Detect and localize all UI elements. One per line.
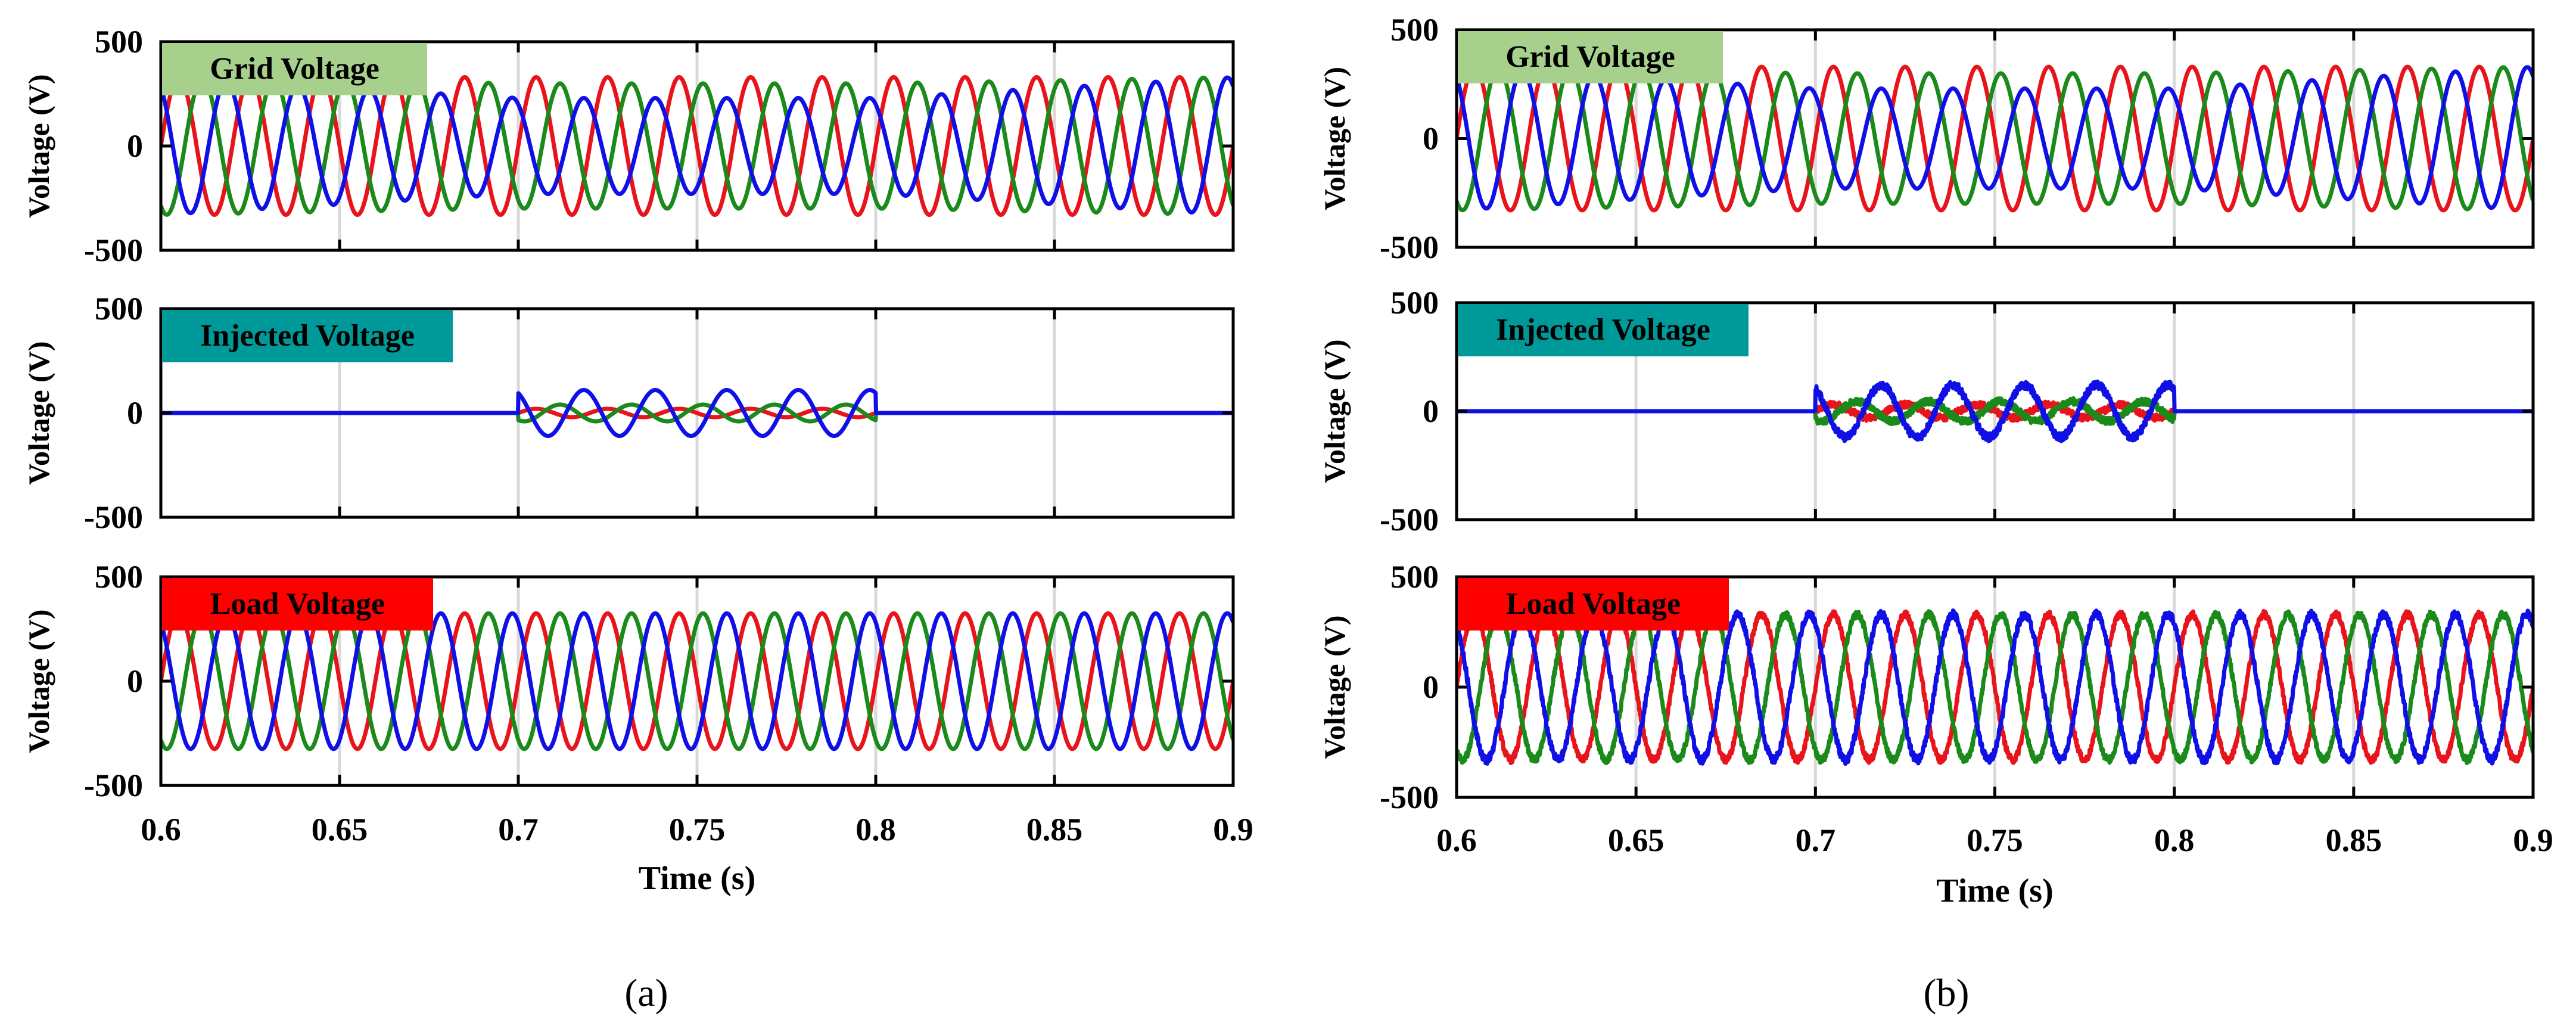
x-tick-label: 0.7 <box>498 812 539 847</box>
subfigure-caption: (a) <box>624 971 668 1015</box>
y-tick-label: -500 <box>84 232 143 268</box>
y-axis-label: Voltage (V) <box>22 341 55 484</box>
panel-injected-voltage: 500 0 -500 Voltage (V) Injected Voltage <box>1318 285 2535 538</box>
panel-badge <box>1458 31 1723 83</box>
y-tick-label: 0 <box>1423 121 1439 157</box>
panel-badge-label: Load Voltage <box>1506 587 1681 621</box>
y-tick-label: -500 <box>1380 779 1439 815</box>
panel-injected-voltage: 500 0 -500 Voltage (V) Injected Voltage <box>22 291 1235 535</box>
x-axis-label: Time (s) <box>639 860 756 897</box>
x-tick-label: 0.85 <box>2326 822 2382 858</box>
y-tick-label: 500 <box>1390 285 1439 321</box>
x-tick-label: 0.6 <box>1436 822 1477 858</box>
y-tick-label: 500 <box>1390 559 1439 595</box>
panel-badge-label: Grid Voltage <box>210 52 379 86</box>
series-line-phase-a <box>1457 64 2533 213</box>
series-line-phase-c <box>161 611 1233 751</box>
y-axis-label: Voltage (V) <box>1318 615 1351 759</box>
x-tick-label: 0.85 <box>1026 812 1083 847</box>
panel-badge <box>162 43 427 95</box>
series-line-phase-c <box>1457 379 2533 443</box>
series-line-phase-a <box>1457 609 2533 765</box>
panel-grid-voltage: 500 0 -500 Voltage (V) Grid Voltage <box>1318 12 2535 265</box>
y-tick-label: 0 <box>127 663 143 699</box>
series-line-phase-c <box>161 75 1233 216</box>
y-tick-label: 500 <box>95 291 143 327</box>
series-line-phase-a <box>161 75 1233 217</box>
panel-grid-voltage: 500 0 -500 Voltage (V) Grid Voltage <box>22 24 1235 268</box>
panel-load-voltage: 500 0 -500 Voltage (V) Load Voltage <box>1318 559 2535 815</box>
x-tick-label: 0.9 <box>1213 812 1253 847</box>
y-axis-label: Voltage (V) <box>22 609 55 753</box>
panel-badge-label: Grid Voltage <box>1505 40 1675 74</box>
x-tick-label: 0.8 <box>855 812 896 847</box>
y-tick-label: -500 <box>84 499 143 535</box>
x-tick-label: 0.9 <box>2513 822 2553 858</box>
y-tick-label: 500 <box>1390 12 1439 48</box>
y-tick-label: -500 <box>1380 502 1439 538</box>
y-axis-label: Voltage (V) <box>1318 67 1351 210</box>
x-tick-label: 0.65 <box>312 812 368 847</box>
x-tick-label: 0.65 <box>1608 822 1665 858</box>
panel-badge <box>162 578 433 630</box>
y-tick-label: 0 <box>127 128 143 164</box>
x-axis-label: Time (s) <box>1936 872 2054 909</box>
x-tick-label: 0.75 <box>669 812 726 847</box>
panel-badge-label: Injected Voltage <box>1496 313 1710 347</box>
panel-badge-label: Load Voltage <box>210 587 385 621</box>
series-line-phase-c <box>1457 65 2533 211</box>
y-tick-label: 0 <box>1423 669 1439 705</box>
y-tick-label: -500 <box>84 768 143 803</box>
panel-badge-label: Injected Voltage <box>200 319 415 353</box>
y-tick-label: 0 <box>127 395 143 431</box>
panel-badge <box>162 310 453 362</box>
panel-badge <box>1458 304 1749 356</box>
y-axis-label: Voltage (V) <box>1318 339 1351 483</box>
y-tick-label: 0 <box>1423 393 1439 429</box>
series-line-phase-c <box>1457 608 2533 766</box>
series-line-phase-c <box>161 388 1233 438</box>
chart-a: 500 0 -500 Voltage (V) Grid Voltage 500 0 -500 V… <box>22 24 1253 1015</box>
chart-b: 500 0 -500 Voltage (V) Grid Voltage 500 0 -500 V… <box>1318 12 2553 1015</box>
series-line-phase-a <box>161 611 1233 751</box>
y-tick-label: -500 <box>1380 229 1439 265</box>
x-tick-label: 0.75 <box>1967 822 2023 858</box>
y-axis-label: Voltage (V) <box>22 74 55 218</box>
y-tick-label: 500 <box>95 24 143 60</box>
y-tick-label: 500 <box>95 559 143 595</box>
x-tick-label: 0.6 <box>141 812 181 847</box>
x-tick-label: 0.7 <box>1796 822 1836 858</box>
x-tick-label: 0.8 <box>2154 822 2195 858</box>
panel-load-voltage: 500 0 -500 Voltage (V) Load Voltage <box>22 559 1235 803</box>
panel-badge <box>1458 578 1729 630</box>
subfigure-caption: (b) <box>1924 971 1970 1015</box>
